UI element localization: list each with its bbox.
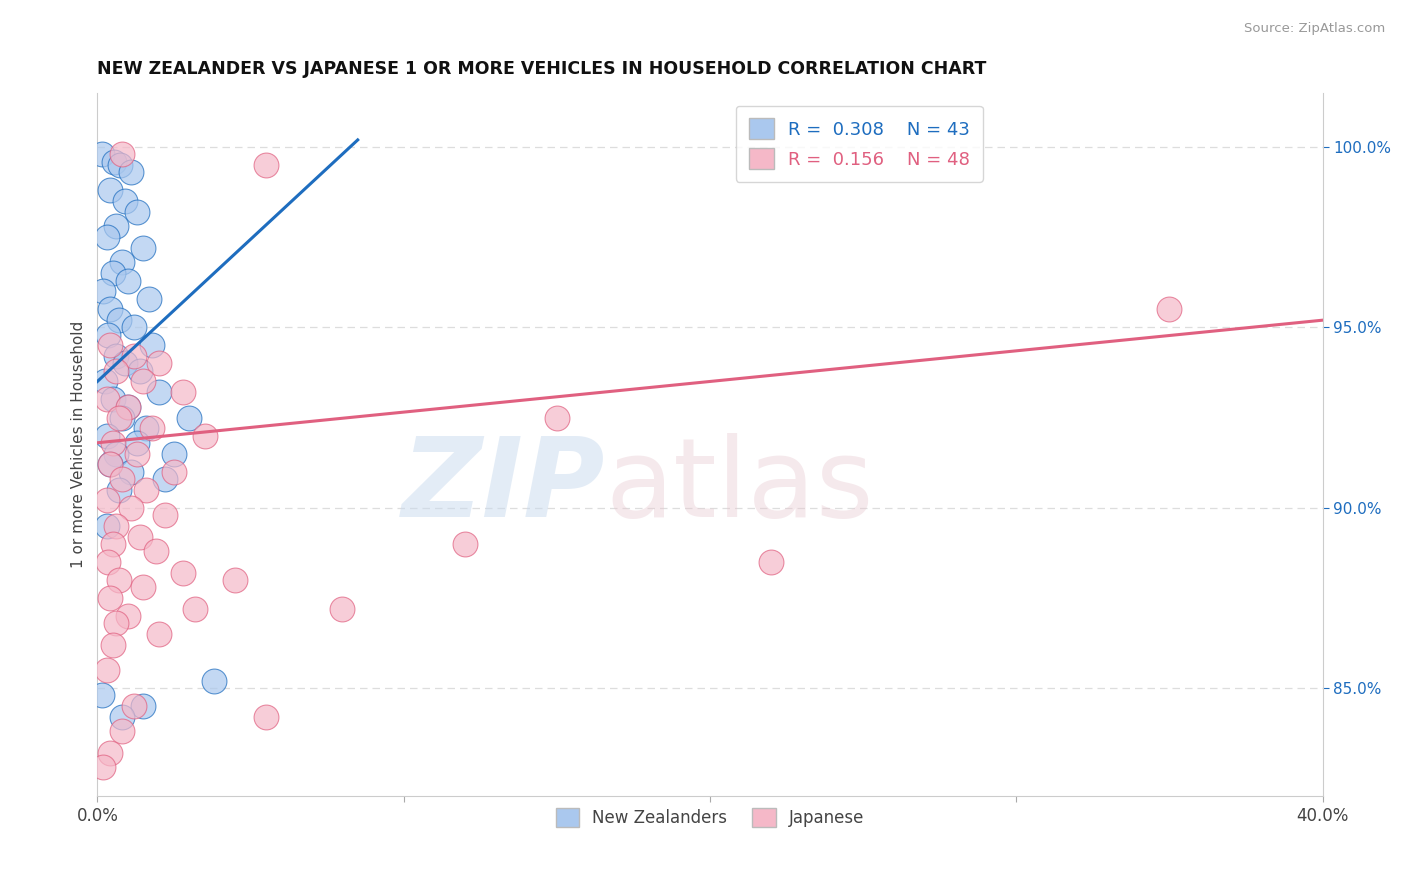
Point [129,364,152,378]
Point [120,465,142,479]
Point [117,273,139,287]
Point [96,493,118,508]
Point [132,698,155,713]
Point [107,573,129,587]
Point [163,465,186,479]
Point [254,158,277,172]
Point [546,410,568,425]
Point [148,385,170,400]
Point [107,313,129,327]
Point [132,375,155,389]
Point [93,760,115,774]
Point [135,421,157,435]
Point [111,255,134,269]
Point [111,472,134,486]
Point [104,219,127,234]
Point [91,147,114,161]
Point [184,601,207,615]
Point [127,205,149,219]
Point [153,472,176,486]
Point [179,410,201,425]
Point [117,400,139,414]
Point [148,356,170,370]
Point [129,529,152,543]
Point [104,518,127,533]
Point [98,458,121,472]
Point [98,338,121,352]
Point [117,400,139,414]
Point [107,483,129,497]
Point [332,601,354,615]
Point [132,580,155,594]
Point [104,349,127,363]
Point [148,627,170,641]
Point [98,302,121,317]
Point [96,663,118,677]
Point [98,746,121,760]
Point [153,508,176,522]
Point [97,555,120,569]
Point [117,608,139,623]
Point [122,698,145,713]
Point [94,375,117,389]
Point [96,518,118,533]
Point [101,638,124,652]
Point [193,428,215,442]
Point [91,688,114,702]
Text: Source: ZipAtlas.com: Source: ZipAtlas.com [1244,22,1385,36]
Point [138,292,160,306]
Point [104,364,127,378]
Point [141,421,163,435]
Y-axis label: 1 or more Vehicles in Household: 1 or more Vehicles in Household [72,321,86,568]
Point [114,194,136,209]
Point [104,446,127,460]
Text: ZIP: ZIP [402,434,606,541]
Point [172,566,194,580]
Point [97,327,120,342]
Point [224,573,246,587]
Point [120,500,142,515]
Point [202,673,225,688]
Point [1159,302,1181,317]
Point [111,710,134,724]
Point [163,446,186,460]
Point [122,320,145,334]
Point [104,615,127,630]
Point [101,537,124,551]
Point [110,158,132,172]
Point [101,435,124,450]
Point [127,435,149,450]
Point [107,410,129,425]
Point [141,338,163,352]
Point [96,230,118,244]
Point [111,147,134,161]
Legend: New Zealanders, Japanese: New Zealanders, Japanese [548,801,870,833]
Point [98,591,121,605]
Point [96,392,118,407]
Point [127,446,149,460]
Point [101,392,124,407]
Point [111,724,134,739]
Point [103,154,125,169]
Text: atlas: atlas [606,434,875,541]
Point [114,356,136,370]
Point [254,710,277,724]
Point [122,349,145,363]
Text: NEW ZEALANDER VS JAPANESE 1 OR MORE VEHICLES IN HOUSEHOLD CORRELATION CHART: NEW ZEALANDER VS JAPANESE 1 OR MORE VEHI… [97,60,987,78]
Point [761,555,783,569]
Point [454,537,477,551]
Point [96,428,118,442]
Point [132,241,155,255]
Point [101,266,124,280]
Point [98,458,121,472]
Point [120,165,142,179]
Point [135,483,157,497]
Point [98,183,121,197]
Point [111,410,134,425]
Point [172,385,194,400]
Point [93,285,115,299]
Point [145,544,167,558]
